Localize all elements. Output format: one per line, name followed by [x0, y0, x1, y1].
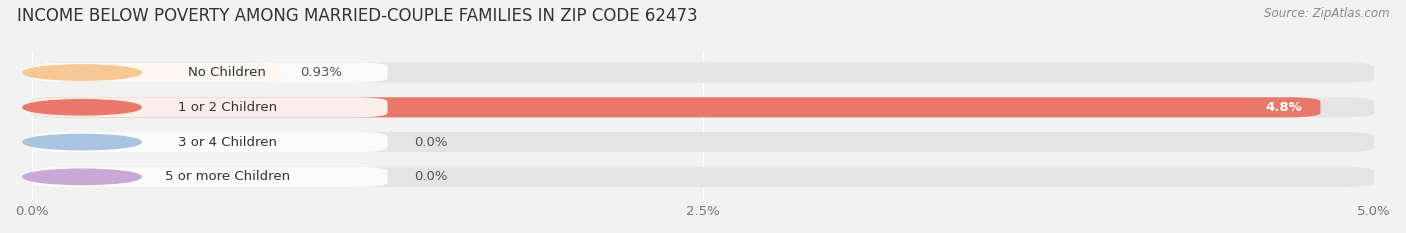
- Text: 0.0%: 0.0%: [415, 170, 449, 183]
- Circle shape: [22, 65, 141, 80]
- FancyBboxPatch shape: [32, 62, 1374, 83]
- Text: 1 or 2 Children: 1 or 2 Children: [177, 101, 277, 114]
- Text: 5 or more Children: 5 or more Children: [165, 170, 290, 183]
- FancyBboxPatch shape: [32, 132, 1374, 152]
- FancyBboxPatch shape: [32, 167, 1374, 187]
- Text: 0.93%: 0.93%: [301, 66, 342, 79]
- Text: 0.0%: 0.0%: [415, 136, 449, 149]
- Text: Source: ZipAtlas.com: Source: ZipAtlas.com: [1264, 7, 1389, 20]
- FancyBboxPatch shape: [32, 62, 388, 83]
- FancyBboxPatch shape: [32, 97, 1320, 117]
- Text: 3 or 4 Children: 3 or 4 Children: [179, 136, 277, 149]
- Text: INCOME BELOW POVERTY AMONG MARRIED-COUPLE FAMILIES IN ZIP CODE 62473: INCOME BELOW POVERTY AMONG MARRIED-COUPL…: [17, 7, 697, 25]
- FancyBboxPatch shape: [32, 167, 388, 187]
- Text: No Children: No Children: [188, 66, 266, 79]
- FancyBboxPatch shape: [32, 132, 388, 152]
- Circle shape: [22, 100, 141, 115]
- Circle shape: [22, 169, 141, 185]
- Circle shape: [22, 134, 141, 150]
- FancyBboxPatch shape: [32, 97, 388, 117]
- FancyBboxPatch shape: [32, 97, 1374, 117]
- FancyBboxPatch shape: [32, 62, 281, 83]
- Text: 4.8%: 4.8%: [1265, 101, 1302, 114]
